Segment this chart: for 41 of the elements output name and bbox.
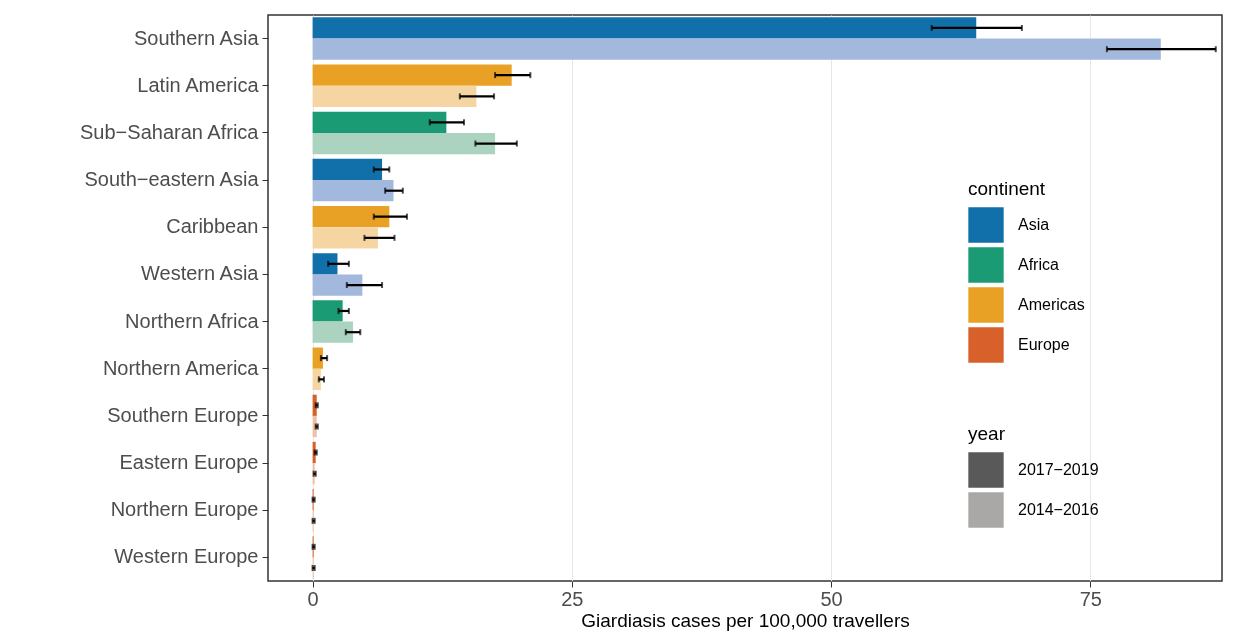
- x-tick-label: 0: [307, 587, 319, 610]
- y-tick-label: Western Asia: [141, 262, 260, 285]
- bar: [312, 274, 363, 296]
- y-tick-label: Southern Asia: [133, 26, 260, 49]
- bar: [312, 64, 512, 86]
- annotation: Asia: [1018, 216, 1050, 233]
- annotation: Europe: [1018, 336, 1070, 353]
- bar: [312, 368, 321, 390]
- bar: [312, 321, 354, 343]
- annotation: continent: [968, 178, 1046, 199]
- x-tick-label: 50: [820, 587, 843, 610]
- bar: [312, 180, 394, 202]
- y-tick-label: Northern America: [102, 356, 260, 379]
- legend-title: year: [968, 423, 1006, 444]
- y-tick-label: Northern Europe: [110, 498, 259, 521]
- annotation: Americas: [1018, 296, 1085, 313]
- x-tick-label: 25: [561, 587, 584, 610]
- y-tick-label: Latin America: [137, 73, 260, 96]
- y-tick-label: Northern Africa: [125, 309, 260, 332]
- y-tick-label: South−eastern Asia: [84, 168, 260, 191]
- text: 2017−2019: [1018, 461, 1099, 478]
- x-axis-title: Giardiasis cases per 100,000 travellers: [581, 609, 910, 631]
- text: 2014−2016: [1018, 501, 1099, 518]
- bar: [312, 132, 496, 155]
- bar: [312, 38, 1161, 60]
- bar: [312, 158, 383, 181]
- y-tick-label: Eastern Europe: [119, 451, 259, 474]
- bar: [312, 300, 343, 322]
- y-tick-label: Sub−Saharan Africa: [80, 120, 260, 143]
- annotation: Africa: [1018, 256, 1059, 273]
- bar: [312, 111, 447, 133]
- y-tick-label: Caribbean: [166, 215, 259, 238]
- bar: [312, 227, 378, 249]
- bar: [312, 347, 323, 369]
- x-tick-label: 75: [1079, 587, 1102, 610]
- bar: [312, 253, 338, 275]
- y-tick-label: Western Europe: [114, 545, 259, 568]
- bar: [312, 206, 390, 228]
- y-tick-label: Southern Europe: [107, 403, 259, 426]
- bar: [312, 85, 477, 107]
- bar: [312, 17, 977, 39]
